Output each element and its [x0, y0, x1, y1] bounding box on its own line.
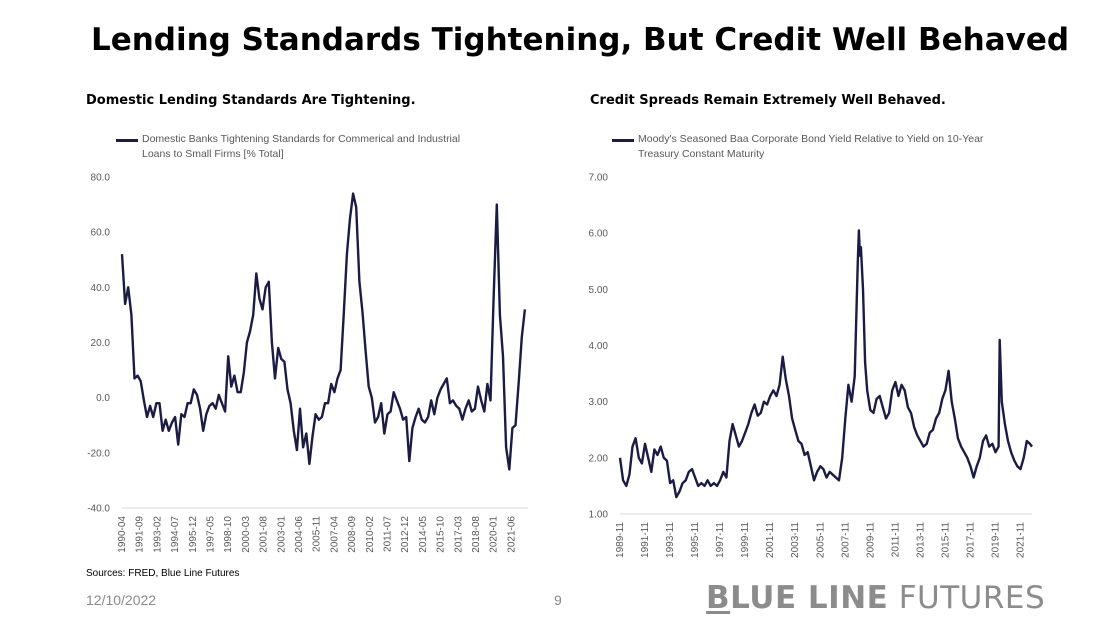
- left-chart: 80.0 60.0 40.0 20.0 0.0 -20.0 -40.0 1990-04 1991…: [87, 173, 528, 553]
- right-chart-xtick-label: 2001-11: [765, 522, 776, 558]
- right-chart: 7.00 6.00 5.00 4.00 3.00 2.00 1.00 1989-11 1991-…: [589, 173, 1033, 558]
- right-legend-line2: Treasury Constant Maturity: [638, 148, 765, 160]
- right-legend-swatch: [612, 139, 634, 142]
- left-chart-ytick-label: 40.0: [91, 283, 111, 294]
- left-chart-xtick-label: 1998-10: [223, 516, 234, 553]
- right-chart-xtick-label: 2017-11: [965, 522, 976, 558]
- right-chart-xtick-label: 1999-11: [740, 522, 751, 558]
- left-chart-xtick-label: 1993-02: [152, 516, 163, 553]
- right-chart-xtick-label: 2007-11: [840, 522, 851, 558]
- left-chart-ytick-label: 80.0: [91, 173, 111, 184]
- right-chart-xtick-label: 2013-11: [915, 522, 926, 558]
- right-chart-xtick-label: 2021-11: [1016, 522, 1027, 558]
- right-chart-xtick-label: 1995-11: [690, 522, 701, 558]
- left-chart-xtick-label: 2005-11: [312, 516, 323, 552]
- right-chart-ytick-label: 6.00: [589, 229, 609, 240]
- left-legend-swatch: [116, 139, 138, 142]
- left-chart-xtick-label: 1991-09: [135, 516, 146, 553]
- right-chart-xtick-label: 1993-11: [665, 522, 676, 558]
- left-chart-xtick-label: 1997-05: [205, 516, 216, 553]
- left-chart-ytick-label: -40.0: [87, 504, 110, 515]
- right-chart-xtick-label: 1989-11: [615, 522, 626, 558]
- right-chart-series-line: [618, 229, 1033, 499]
- left-chart-xtick-label: 1995-12: [188, 516, 199, 553]
- left-chart-xtick-label: 2000-03: [241, 516, 252, 553]
- right-chart-title: Credit Spreads Remain Extremely Well Beh…: [590, 93, 946, 108]
- page-number: 9: [554, 592, 562, 608]
- left-chart-ytick-label: 0.0: [96, 393, 110, 404]
- left-chart-xtick-label: 1990-04: [117, 516, 128, 553]
- left-chart-ytick-label: -20.0: [87, 448, 110, 459]
- left-chart-xtick-label: 2020-01: [489, 516, 500, 553]
- left-chart-xtick-label: 2021-06: [506, 516, 517, 553]
- right-chart-ytick-label: 1.00: [589, 510, 609, 521]
- left-chart-xtick-label: 2017-03: [453, 516, 464, 553]
- right-chart-ytick-label: 7.00: [589, 173, 609, 184]
- left-chart-xtick-label: 2007-04: [329, 516, 340, 553]
- left-chart-xtick-label: 2008-09: [347, 516, 358, 553]
- right-chart-xtick-label: 2019-11: [990, 522, 1001, 558]
- right-chart-ytick-label: 4.00: [589, 341, 609, 352]
- right-chart-xtick-label: 2009-11: [865, 522, 876, 558]
- left-chart-ytick-label: 20.0: [91, 338, 111, 349]
- right-chart-xtick-label: 2011-11: [890, 522, 901, 558]
- left-chart-xtick-label: 2011-07: [382, 516, 393, 552]
- right-chart-ytick-label: 5.00: [589, 285, 609, 296]
- right-chart-xtick-label: 2015-11: [940, 522, 951, 558]
- left-chart-xtick-label: 2015-10: [436, 516, 447, 553]
- right-chart-xtick-label: 2005-11: [815, 522, 826, 558]
- left-chart-xtick-label: 2010-02: [365, 516, 376, 553]
- left-chart-xtick-label: 1994-07: [170, 516, 181, 553]
- left-chart-xtick-label: 2012-12: [400, 516, 411, 553]
- left-chart-series-line: [120, 192, 527, 471]
- left-chart-xtick-label: 2004-06: [294, 516, 305, 553]
- left-chart-xtick-label: 2001-08: [259, 516, 270, 553]
- right-chart-xtick-label: 1991-11: [640, 522, 651, 558]
- left-legend-line1: Domestic Banks Tightening Standards for …: [142, 133, 461, 145]
- left-chart-xtick-label: 2003-01: [276, 516, 287, 553]
- left-chart-title: Domestic Lending Standards Are Tightenin…: [86, 93, 416, 108]
- sources-note: Sources: FRED, Blue Line Futures: [86, 568, 240, 579]
- right-chart-xtick-label: 2003-11: [790, 522, 801, 558]
- left-chart-xtick-label: 2018-08: [471, 516, 482, 553]
- right-chart-ytick-label: 3.00: [589, 397, 609, 408]
- left-chart-xtick-label: 2014-05: [418, 516, 429, 553]
- slide-date: 12/10/2022: [86, 592, 157, 608]
- left-legend-line2: Loans to Small Firms [% Total]: [142, 148, 284, 160]
- right-legend-line1: Moody's Seasoned Baa Corporate Bond Yiel…: [638, 133, 984, 145]
- right-chart-ytick-label: 2.00: [589, 453, 609, 464]
- left-chart-ytick-label: 60.0: [91, 228, 111, 239]
- right-chart-xtick-label: 1997-11: [715, 522, 726, 558]
- slide-title: Lending Standards Tightening, But Credit…: [90, 22, 1070, 58]
- brand-logo: BLUE LINE FUTURES: [706, 580, 1046, 616]
